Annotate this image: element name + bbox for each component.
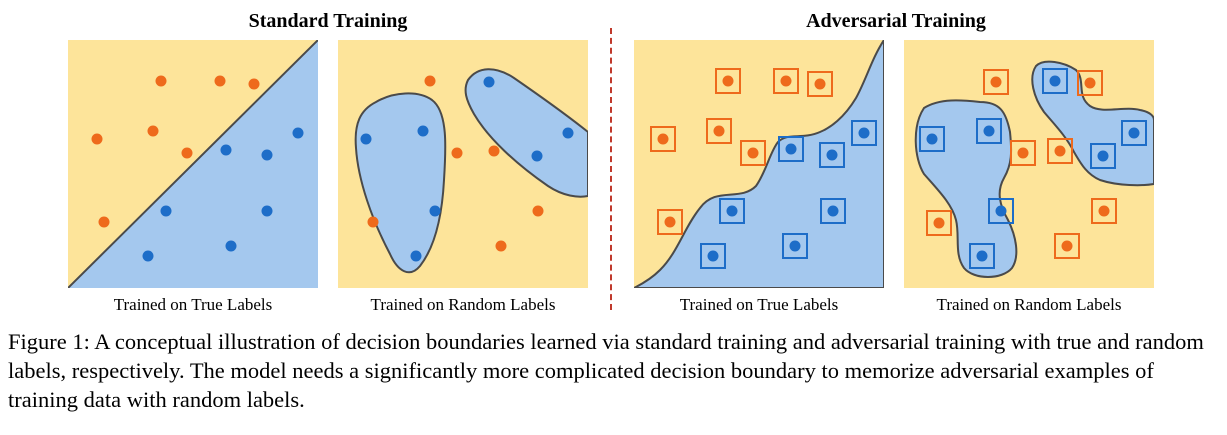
blue-blob-left <box>354 92 447 274</box>
section-divider <box>610 28 612 310</box>
diagram-standard-random <box>338 40 588 288</box>
panel-label-adversarial-random: Trained on Random Labels <box>936 295 1122 314</box>
figure-caption: Figure 1: A conceptual illustration of d… <box>8 329 1204 412</box>
orange-points <box>367 75 544 252</box>
panel-label-standard-random: Trained on Random Labels <box>370 295 556 314</box>
diagram-standard-true <box>68 40 318 288</box>
panel-adversarial-random-labels <box>904 40 1154 288</box>
panel-standard-true-labels <box>68 40 318 288</box>
orange-perturbation-boxes <box>926 69 1117 259</box>
blue-points <box>926 75 1140 262</box>
diagram-adversarial-random <box>904 40 1154 288</box>
adversarial-training-title: Adversarial Training <box>806 10 986 32</box>
blue-points <box>360 76 574 262</box>
panel-label-standard-true: Trained on True Labels <box>113 295 273 314</box>
blue-points <box>707 127 870 262</box>
panel-adversarial-true-labels <box>634 40 884 288</box>
orange-points <box>657 75 826 228</box>
decision-boundary <box>68 40 318 288</box>
blue-blob-left <box>914 99 1018 278</box>
blue-blob-right <box>464 68 588 198</box>
panel-standard-random-labels <box>338 40 588 288</box>
blue-perturbation-boxes <box>919 68 1147 269</box>
blue-perturbation-boxes <box>700 120 877 269</box>
diagram-adversarial-true <box>634 40 884 288</box>
orange-perturbation-boxes <box>650 68 833 235</box>
standard-training-title: Standard Training <box>248 10 408 32</box>
orange-points <box>933 76 1110 252</box>
orange-points <box>91 75 260 228</box>
blue-class-region <box>634 40 884 288</box>
panel-label-adversarial-true: Trained on True Labels <box>679 295 839 314</box>
blue-points <box>142 127 304 262</box>
